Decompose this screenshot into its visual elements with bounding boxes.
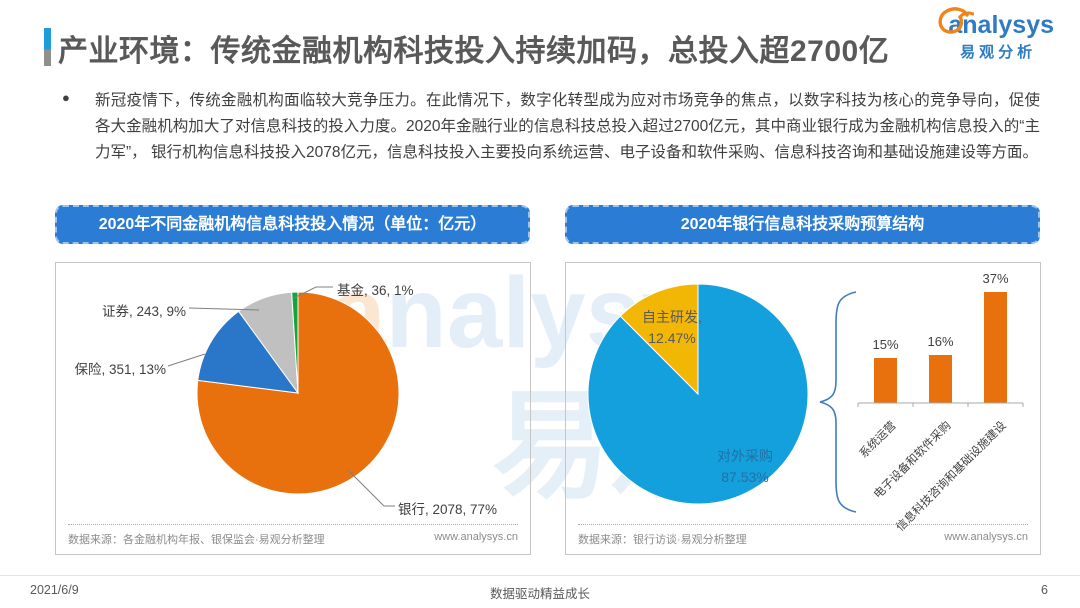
svg-text:16%: 16% [927,334,953,349]
left-website: www.analysys.cn [434,531,518,543]
logo-wordmark: analysys [938,7,1054,40]
pie-label-securities: 证券, 243, 9% [101,304,186,319]
right-data-source: 数据来源：银行访谈·易观分析整理 [578,534,747,546]
slide-footer: 2021/6/9 数据驱动精益成长 6 [0,575,1080,608]
pie-label-inhouse: 自主研发, 12.47% [642,309,702,346]
title-accent-bar [44,28,51,66]
right-website: www.analysys.cn [944,531,1028,543]
left-chart-header: 2020年不同金融机构信息科技投入情况（单位：亿元） [55,205,530,244]
footer-slogan: 数据驱动精益成长 [489,587,590,601]
right-chart-panel: 自主研发, 12.47% 对外采购 87.53% 15% 系统运营 16% 电子设备和… [565,262,1041,555]
right-chart-header: 2020年银行信息科技采购预算结构 [565,205,1040,244]
analysys-logo: analysys 易观分析 [938,7,1054,62]
footer-date: 2021/6/9 [30,583,79,597]
logo-text-cn: 易观分析 [960,44,1037,61]
svg-text:37%: 37% [982,271,1008,286]
left-data-source: 数据来源：各金融机构年报、银保监会·易观分析整理 [68,534,325,546]
logo-swoosh-icon [938,7,975,34]
svg-text:15%: 15% [872,337,898,352]
pie-leader-lines [167,286,395,507]
svg-text:系统运营: 系统运营 [856,418,898,460]
investment-pie-chart [196,291,400,495]
svg-text:信息科技咨询和基础设施建设: 信息科技咨询和基础设施建设 [893,418,1009,533]
procurement-pie-chart [587,283,809,505]
left-chart-title: 2020年不同金融机构信息科技投入情况（单位：亿元） [98,216,487,233]
brace-icon [819,291,857,513]
page-title: 产业环境：传统金融机构科技投入持续加码，总投入超2700亿 [58,35,890,68]
bullet-icon: ● [62,90,70,105]
pie-label-outsourced: 对外采购 87.53% [717,448,773,485]
left-source-row: 数据来源：各金融机构年报、银保监会·易观分析整理 www.analysys.cn [68,524,518,547]
pie-label-bank: 银行, 2078, 77% [398,502,498,517]
summary-paragraph: 新冠疫情下，传统金融机构面临较大竞争压力。在此情况下，数字化转型成为应对市场竞争… [95,92,1040,161]
pie-label-insurance: 保险, 351, 13% [74,362,166,377]
footer-page-number: 6 [1041,583,1048,597]
right-source-row: 数据来源：银行访谈·易观分析整理 www.analysys.cn [578,524,1028,547]
left-chart-panel: 基金, 36, 1% 证券, 243, 9% 保险, 351, 13% 银行, … [55,262,531,555]
right-chart-title: 2020年银行信息科技采购预算结构 [680,216,925,233]
pie-label-fund: 基金, 36, 1% [337,283,414,298]
